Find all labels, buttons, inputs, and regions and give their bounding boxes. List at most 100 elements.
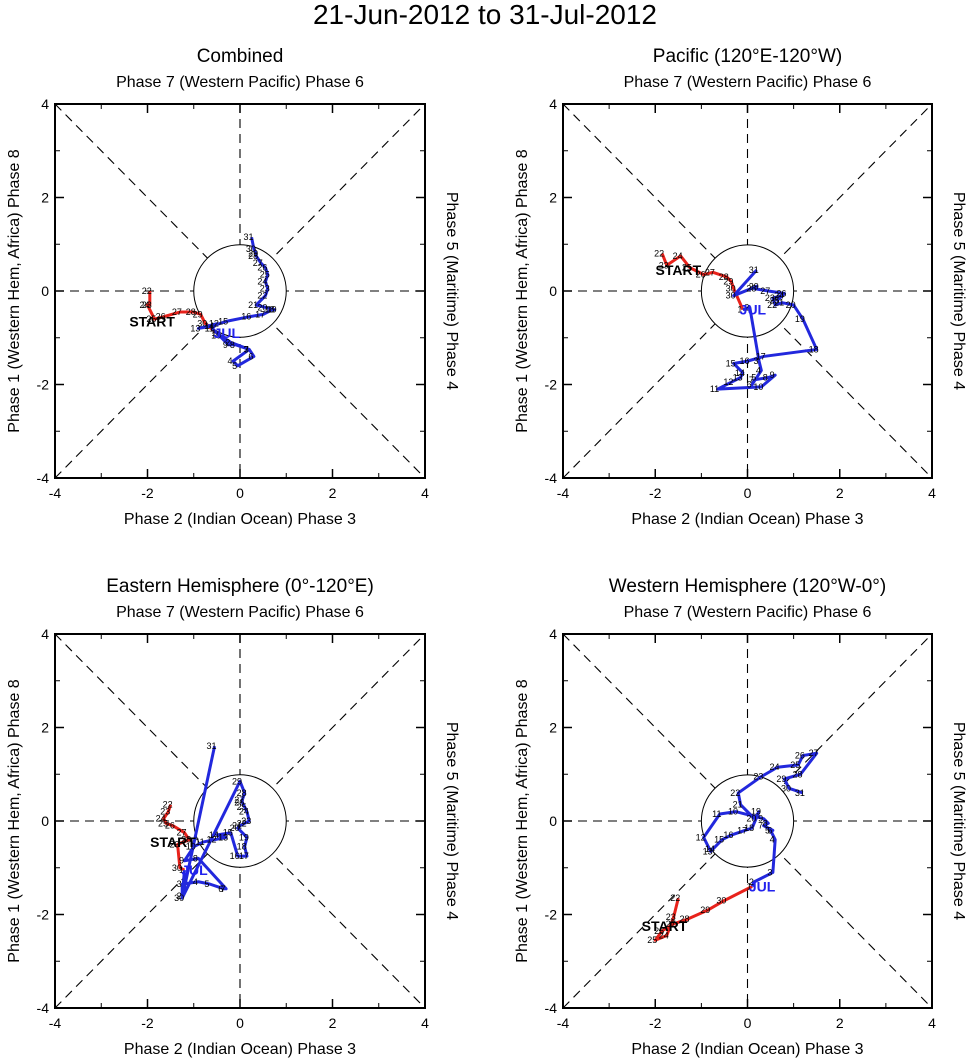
day-label: 27 [809, 748, 819, 758]
day-label: 26 [654, 926, 664, 936]
day-label: 23 [260, 284, 270, 294]
y-tick-label: 4 [41, 96, 49, 112]
day-label: 18 [237, 842, 247, 852]
x-tick-label: 2 [836, 1015, 844, 1031]
panel-1: Combined Phase 7 (Western Pacific) Phase … [6, 46, 460, 528]
day-label: 8 [193, 853, 198, 863]
day-label: 28 [248, 251, 258, 261]
right-phase-label: Phase 5 (Maritime) Phase 4 [950, 722, 967, 920]
day-label: 6 [248, 351, 253, 361]
day-label: 26 [156, 312, 166, 322]
day-label: 5 [232, 361, 237, 371]
day-label: 16 [739, 356, 749, 366]
x-tick-label: -2 [649, 1015, 662, 1031]
y-tick-label: 2 [41, 720, 49, 736]
x-axis-label: Phase 2 (Indian Ocean) Phase 3 [631, 1041, 863, 1058]
day-label: 22 [730, 788, 740, 798]
day-label: 30 [246, 244, 256, 254]
day-label: 17 [737, 825, 747, 835]
day-label: 22 [654, 249, 664, 259]
day-label: 28 [719, 272, 729, 282]
day-label: 19 [795, 314, 805, 324]
day-label: 24 [774, 291, 784, 301]
right-phase-label: Phase 5 (Maritime) Phase 4 [443, 192, 460, 390]
day-label: 28 [680, 914, 690, 924]
day-label: 13 [733, 372, 743, 382]
day-label: 27 [172, 307, 182, 317]
panel-title: Eastern Hemisphere (0°-120°E) [106, 576, 374, 597]
june-trajectory [162, 804, 191, 872]
day-label: 19 [267, 305, 277, 315]
day-label: 19 [239, 832, 249, 842]
day-label: 12 [696, 832, 706, 842]
day-label: 24 [659, 931, 669, 941]
month-marker-label: JUL [181, 862, 208, 878]
x-tick-label: -4 [557, 1015, 570, 1031]
day-label: 11 [710, 384, 719, 394]
day-label: 29 [700, 905, 710, 915]
day-label: 6 [747, 380, 752, 390]
day-label: 12 [207, 835, 217, 845]
day-label: 22 [670, 893, 680, 903]
day-label: 18 [809, 344, 819, 354]
top-phase-label: Phase 7 (Western Pacific) Phase 6 [116, 74, 364, 91]
day-label: 27 [705, 267, 715, 277]
day-label: 13 [703, 846, 713, 856]
day-label: 4 [228, 356, 233, 366]
day-label: 29 [232, 776, 242, 786]
panel-title: Western Hemisphere (120°W-0°) [609, 576, 886, 597]
x-tick-label: -4 [557, 485, 570, 501]
day-label: 6 [218, 884, 223, 894]
july-trajectory [716, 268, 819, 391]
day-label: 25 [146, 314, 156, 324]
day-label: 21 [248, 300, 258, 310]
day-label: 2 [177, 891, 182, 901]
unit-circle [193, 774, 287, 868]
x-tick-label: 2 [329, 1015, 337, 1031]
y-tick-label: -4 [37, 470, 50, 486]
june-trajectory [660, 253, 745, 311]
day-label: 30 [716, 895, 726, 905]
day-label: 27 [253, 258, 263, 268]
day-label: 14 [705, 844, 715, 854]
panel-title: Pacific (120°E-120°W) [653, 46, 842, 67]
day-label: 2 [225, 337, 230, 347]
start-label: START [129, 313, 175, 329]
day-label: 27 [666, 919, 676, 929]
day-label: 3 [177, 879, 182, 889]
day-label: 29 [170, 839, 180, 849]
month-marker-label: JUL [740, 302, 767, 318]
y-tick-label: 0 [41, 283, 49, 299]
day-label: 30 [174, 893, 184, 903]
day-label: 11 [195, 837, 204, 847]
x-axis-label: Phase 2 (Indian Ocean) Phase 3 [124, 1041, 356, 1058]
day-label: 3 [244, 344, 249, 354]
day-label: 24 [139, 300, 149, 310]
y-axis-label: Phase 1 (Western Hem, Africa) Phase 8 [514, 679, 531, 962]
day-label: 18 [744, 823, 754, 833]
day-label: 21 [774, 298, 784, 308]
day-label: 23 [241, 816, 251, 826]
day-label: 9 [770, 370, 775, 380]
y-tick-label: -2 [37, 907, 50, 923]
day-label: 1 [211, 328, 216, 338]
day-label: 28 [181, 835, 191, 845]
x-tick-label: -2 [141, 1015, 154, 1031]
x-tick-label: 4 [421, 485, 429, 501]
day-label: 28 [186, 307, 196, 317]
day-label: 15 [218, 316, 228, 326]
day-label: 18 [264, 305, 274, 315]
y-tick-label: 0 [549, 283, 557, 299]
day-label: 1 [747, 881, 752, 891]
july-trajectory [180, 745, 251, 900]
y-tick-label: -4 [545, 1000, 558, 1016]
panel-title: Combined [197, 46, 284, 67]
day-label: 24 [769, 762, 779, 772]
day-label: 26 [776, 288, 786, 298]
y-tick-label: -4 [37, 1000, 50, 1016]
day-label: 13 [190, 323, 200, 333]
day-label: 28 [746, 284, 756, 294]
day-label: 5 [751, 372, 756, 382]
day-label: 20 [257, 302, 267, 312]
day-label: 20 [230, 823, 240, 833]
